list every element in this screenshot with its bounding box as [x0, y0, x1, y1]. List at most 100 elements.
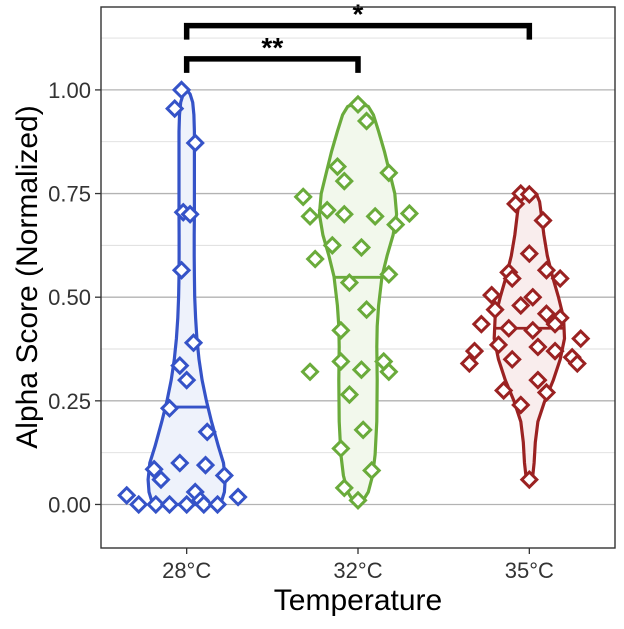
y-tick-label: 1.00: [48, 78, 91, 103]
data-point: [151, 469, 171, 490]
data-point: [331, 438, 351, 459]
data-point: [511, 295, 531, 316]
data-point: [334, 478, 354, 498]
y-axis-title: Alpha Score (Normalized): [11, 105, 44, 448]
data-point: [293, 187, 313, 207]
x-tick-label: 28°C: [162, 558, 211, 583]
significance-bracket: [183, 56, 361, 73]
y-tick-label: 0.25: [48, 389, 91, 414]
data-point: [171, 260, 192, 280]
data-point: [523, 320, 543, 340]
data-point: [485, 300, 505, 320]
data-point: [159, 494, 180, 515]
data-point: [506, 194, 526, 214]
significance-bracket: [183, 22, 533, 40]
data-point: [322, 235, 342, 255]
data-point: [464, 341, 485, 361]
y-tick-label: 0.75: [48, 182, 91, 207]
data-point: [519, 469, 539, 490]
data-point: [331, 351, 351, 372]
y-tick-label: 0.50: [48, 285, 91, 310]
axis-layer: 0.00 0.25 0.50 0.75 1.00 28°C 32°C 35°C: [48, 78, 554, 583]
data-point: [177, 494, 197, 515]
data-point: [571, 329, 591, 349]
y-tick-label: 0.00: [48, 492, 91, 517]
data-point: [331, 320, 351, 340]
data-point: [183, 333, 204, 353]
data-point: [214, 465, 234, 486]
data-point: [523, 287, 543, 307]
significance-layer: ***: [183, 0, 533, 73]
data-point: [197, 422, 217, 442]
data-point: [502, 349, 522, 369]
data-point: [386, 215, 406, 235]
data-point: [499, 318, 519, 338]
data-point: [494, 380, 514, 401]
data-point: [536, 382, 557, 403]
data-point: [159, 398, 180, 418]
significance-label: *: [353, 0, 364, 30]
data-point: [317, 200, 337, 220]
data-point: [300, 206, 320, 226]
data-point: [482, 285, 502, 305]
significance-label: **: [261, 32, 283, 63]
data-point: [471, 314, 491, 334]
data-point: [528, 370, 548, 390]
data-point: [528, 337, 548, 357]
data-point: [171, 80, 192, 100]
data-point: [348, 490, 368, 510]
data-point: [327, 156, 348, 177]
data-point: [356, 111, 377, 131]
data-point: [379, 362, 399, 382]
data-point: [339, 273, 360, 293]
data-point: [536, 304, 557, 324]
data-point: [129, 494, 149, 515]
data-point: [365, 206, 385, 226]
data-point: [195, 455, 216, 475]
data-point: [177, 370, 197, 390]
data-point: [228, 487, 248, 507]
data-point: [334, 171, 354, 191]
data-point: [185, 133, 205, 153]
data-point: [348, 94, 368, 115]
data-point: [207, 494, 228, 515]
data-point: [511, 395, 531, 415]
data-point: [488, 335, 509, 355]
data-point: [351, 360, 372, 380]
data-point: [533, 210, 553, 231]
data-point: [399, 203, 420, 224]
x-tick-label: 35°C: [505, 558, 554, 583]
data-point: [379, 264, 399, 285]
data-point: [339, 384, 360, 405]
data-point: [305, 249, 325, 269]
data-point: [144, 459, 164, 479]
data-point: [356, 300, 377, 320]
x-tick-label: 32°C: [333, 558, 382, 583]
data-point: [334, 204, 354, 224]
data-point: [545, 314, 565, 334]
data-point: [353, 420, 373, 440]
data-point: [519, 184, 539, 205]
data-point: [146, 494, 166, 515]
data-point: [170, 453, 190, 473]
data-point: [351, 237, 372, 258]
data-point: [459, 353, 479, 374]
point-layer: [117, 80, 591, 515]
data-point: [300, 362, 320, 382]
data-point: [170, 355, 190, 376]
data-point: [194, 494, 214, 515]
data-point: [502, 268, 522, 289]
x-axis-title: Temperature: [274, 584, 442, 617]
data-point: [165, 98, 185, 119]
data-point: [567, 353, 587, 374]
data-point: [180, 204, 200, 224]
data-point: [379, 163, 399, 183]
data-point: [536, 260, 557, 280]
data-point: [362, 460, 382, 481]
data-point: [117, 485, 137, 505]
data-point: [550, 268, 570, 289]
data-point: [545, 341, 565, 361]
data-point: [519, 244, 539, 264]
